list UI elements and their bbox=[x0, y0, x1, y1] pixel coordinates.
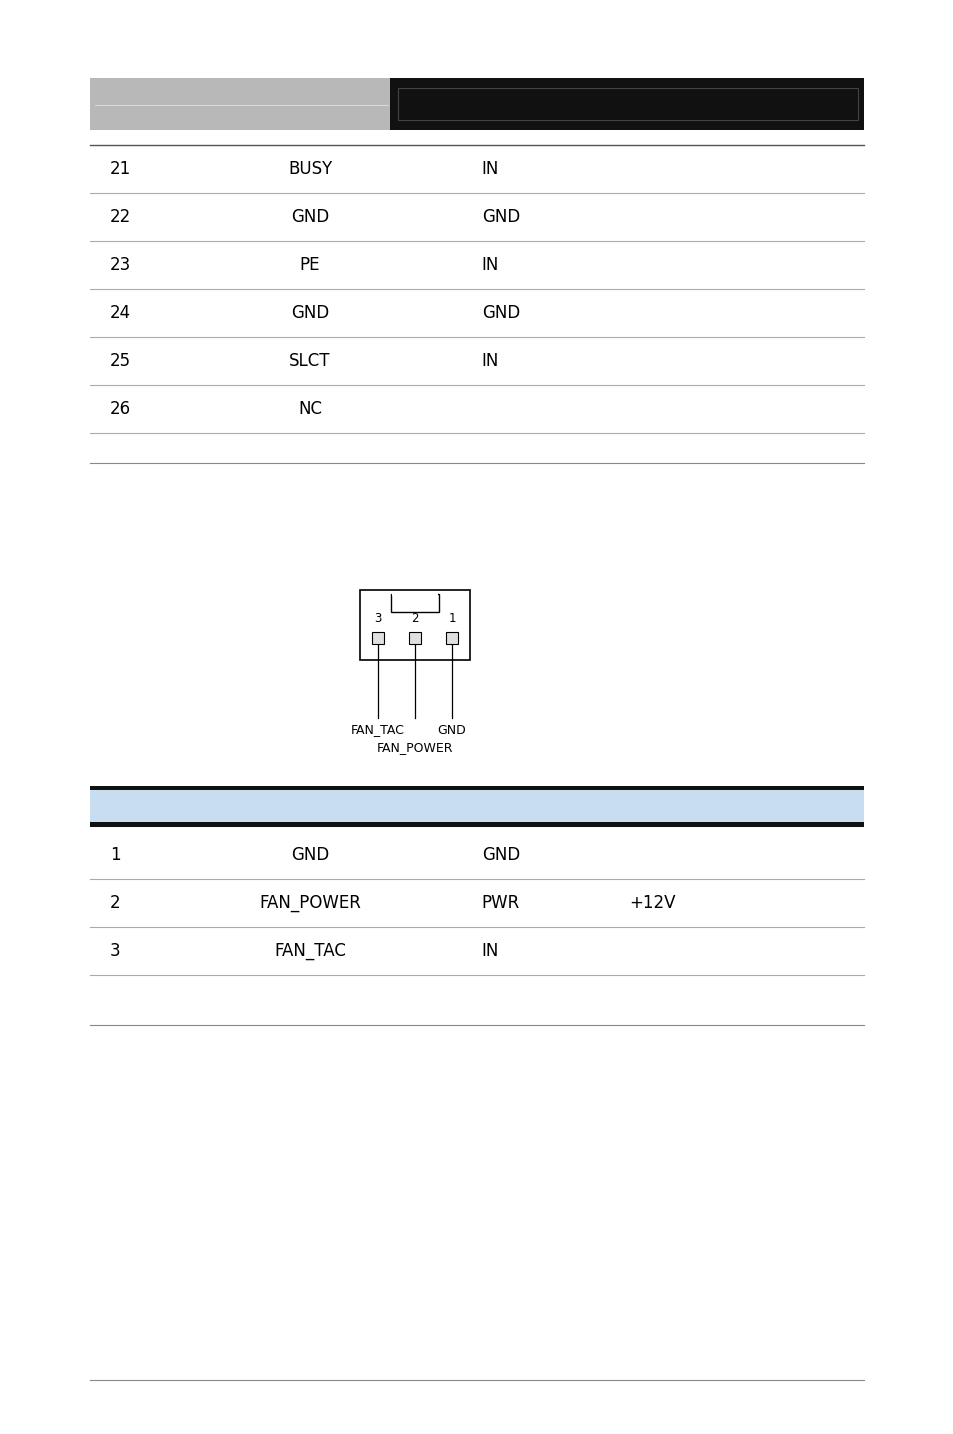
Text: 26: 26 bbox=[110, 400, 131, 417]
Text: GND: GND bbox=[481, 846, 519, 865]
Text: IN: IN bbox=[481, 257, 498, 274]
Text: IN: IN bbox=[481, 161, 498, 178]
Bar bbox=[409, 632, 420, 644]
Text: GND: GND bbox=[481, 304, 519, 323]
Text: 22: 22 bbox=[110, 208, 131, 227]
Bar bbox=[359, 589, 470, 660]
Text: GND: GND bbox=[291, 208, 329, 227]
Text: BUSY: BUSY bbox=[288, 161, 332, 178]
Bar bbox=[391, 594, 438, 612]
Text: IN: IN bbox=[481, 351, 498, 370]
Text: FAN_POWER: FAN_POWER bbox=[259, 893, 360, 912]
Text: 23: 23 bbox=[110, 257, 131, 274]
Text: 21: 21 bbox=[110, 161, 131, 178]
Bar bbox=[372, 632, 384, 644]
Text: 3: 3 bbox=[110, 942, 120, 959]
Bar bbox=[90, 822, 863, 827]
Text: PWR: PWR bbox=[481, 893, 519, 912]
Bar bbox=[390, 77, 863, 130]
Text: NC: NC bbox=[297, 400, 322, 417]
Text: 1: 1 bbox=[448, 611, 456, 624]
Text: SLCT: SLCT bbox=[289, 351, 331, 370]
Text: GND: GND bbox=[481, 208, 519, 227]
Text: FAN_TAC: FAN_TAC bbox=[351, 724, 404, 737]
Text: GND: GND bbox=[437, 724, 466, 737]
Bar bbox=[90, 790, 863, 822]
Bar bbox=[397, 87, 857, 120]
Text: PE: PE bbox=[299, 257, 320, 274]
Text: 3: 3 bbox=[374, 611, 381, 624]
Text: 1: 1 bbox=[110, 846, 120, 865]
Text: GND: GND bbox=[291, 304, 329, 323]
Bar bbox=[90, 786, 863, 792]
Text: 2: 2 bbox=[411, 611, 418, 624]
Text: GND: GND bbox=[291, 846, 329, 865]
Text: FAN_TAC: FAN_TAC bbox=[274, 942, 346, 959]
Text: FAN_POWER: FAN_POWER bbox=[376, 741, 453, 754]
Bar bbox=[392, 591, 437, 597]
Text: +12V: +12V bbox=[629, 893, 676, 912]
Text: 25: 25 bbox=[110, 351, 131, 370]
Text: IN: IN bbox=[481, 942, 498, 959]
Bar bbox=[446, 632, 457, 644]
Text: 2: 2 bbox=[110, 893, 120, 912]
Text: 24: 24 bbox=[110, 304, 131, 323]
Bar bbox=[90, 77, 390, 130]
